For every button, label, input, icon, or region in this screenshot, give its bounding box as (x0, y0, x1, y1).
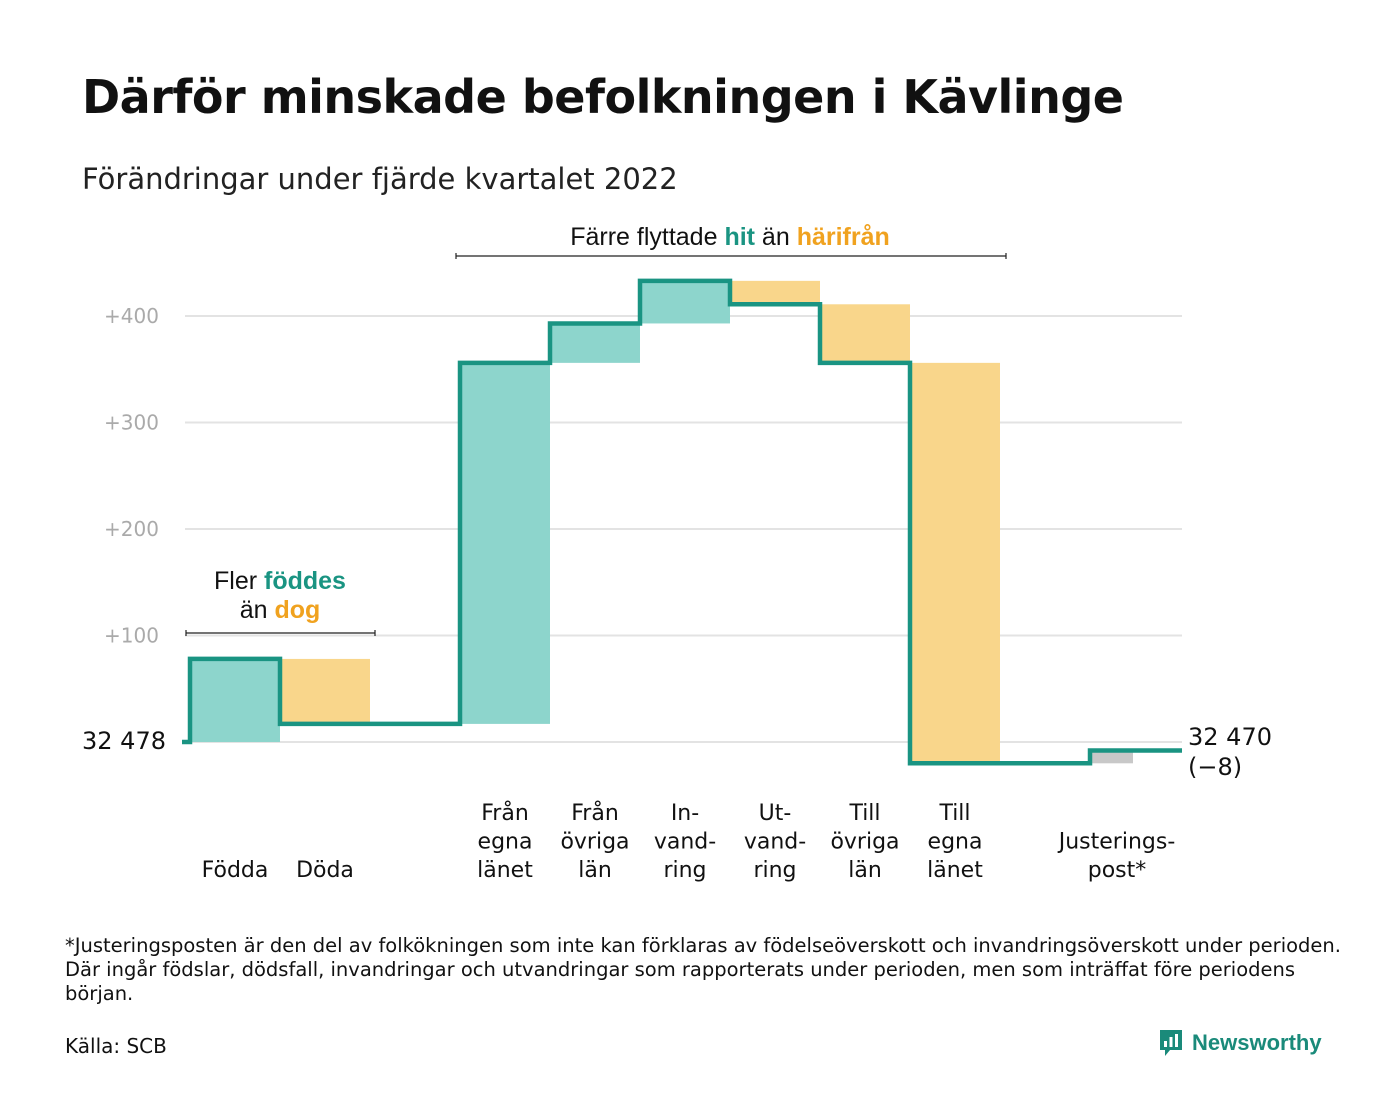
category-label: Från (571, 800, 619, 826)
category-labels: Födda Döda Från egna länet Från övriga län In-va… (202, 800, 1176, 883)
category-label: Från (481, 800, 529, 826)
annotation-span: än (755, 223, 797, 251)
annotation-span: härifrån (797, 223, 890, 251)
waterfall-bar (730, 280, 820, 305)
waterfall-bar (460, 362, 550, 724)
category-label: län (578, 858, 612, 883)
source-label: Källa: SCB (65, 1034, 167, 1058)
waterfall-bar (1090, 750, 1133, 764)
category-label: län (848, 858, 882, 883)
category-label: vand- (654, 830, 716, 855)
y-tick-labels: +100 +200 +300 +400 (104, 304, 159, 648)
y-tick-label: +400 (104, 304, 159, 328)
start-value-label: 32 478 (82, 727, 166, 755)
annotation-span: Färre flyttade (570, 223, 724, 251)
category-label: post* (1088, 858, 1147, 883)
waterfall-bar (820, 304, 910, 363)
step-line-group (182, 278, 1182, 766)
category-label: Döda (296, 858, 354, 883)
end-change-label: (−8) (1188, 753, 1242, 781)
category-label: övriga (830, 830, 899, 855)
category-label: vand- (744, 830, 806, 855)
annotation-span: än (240, 596, 275, 624)
annotation-span: hit (724, 223, 755, 251)
category-label: ring (663, 858, 706, 883)
category-label: Ut- (759, 801, 792, 826)
waterfall-bar (280, 658, 370, 724)
category-label: egna (478, 830, 533, 855)
y-tick-label: +100 (104, 624, 159, 648)
category-label: egna (928, 830, 983, 855)
waterfall-bar (640, 280, 730, 324)
y-tick-label: +200 (104, 517, 159, 541)
waterfall-bar (550, 323, 640, 363)
brand-name: Newsworthy (1192, 1030, 1322, 1055)
category-label: övriga (560, 830, 629, 855)
annotation-span: Fler (214, 567, 264, 595)
category-label: länet (927, 858, 983, 883)
step-line (182, 278, 1182, 766)
category-label: länet (477, 858, 533, 883)
category-label: Till (938, 801, 970, 826)
waterfall-bar (910, 362, 1000, 764)
annotation-text: Färre flyttade hit än härifrån (570, 223, 890, 251)
annotation-text: än dog (240, 596, 321, 624)
end-value-label: 32 470 (1188, 723, 1272, 751)
category-label: Justerings- (1057, 830, 1176, 855)
footnote: *Justeringsposten är den del av folkökni… (65, 934, 1341, 1005)
bars (190, 280, 1133, 764)
grid-lines (185, 315, 1182, 743)
category-label: In- (671, 801, 699, 826)
category-label: Födda (202, 858, 269, 883)
newsworthy-logo-icon (1160, 1030, 1182, 1056)
chart-subtitle: Förändringar under fjärde kvartalet 2022 (82, 162, 678, 196)
annotation-span: föddes (264, 567, 346, 595)
waterfall-chart: +100+200+300+400 Födda DödaFrånegnalänetF… (82, 223, 1272, 883)
chart-title: Därför minskade befolkningen i Kävlinge (82, 70, 1124, 124)
annotation-text: Fler föddes (214, 567, 346, 595)
waterfall-bar (190, 658, 280, 742)
newsworthy-logo[interactable]: Newsworthy (1158, 1026, 1322, 1060)
y-tick-label: +300 (104, 411, 159, 435)
annotation-span: dog (274, 596, 320, 624)
category-label: Till (848, 801, 880, 826)
category-label: ring (753, 858, 796, 883)
